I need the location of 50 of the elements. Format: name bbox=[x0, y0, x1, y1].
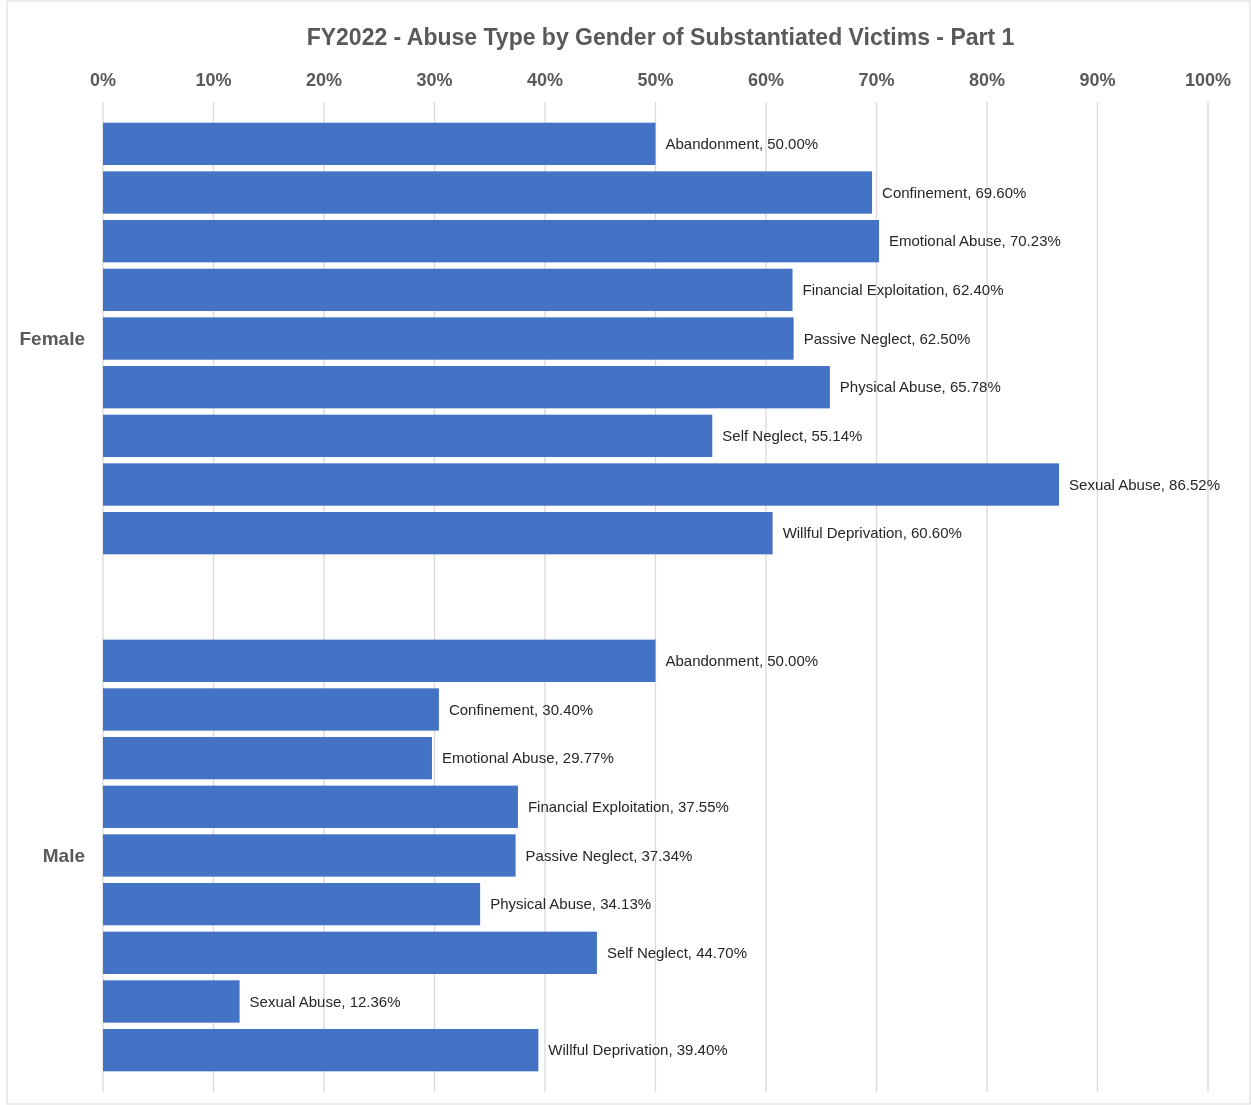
x-tick-label: 40% bbox=[526, 70, 564, 90]
bar bbox=[103, 736, 432, 780]
bar bbox=[103, 931, 597, 974]
bar bbox=[103, 834, 516, 877]
data-label: Self Neglect, 55.14% bbox=[722, 427, 863, 445]
bar bbox=[103, 980, 240, 1023]
x-tick-label: 0% bbox=[89, 70, 117, 90]
data-label: Passive Neglect, 37.34% bbox=[525, 846, 693, 864]
x-tick-label: 100% bbox=[1184, 70, 1232, 90]
y-tick-label: Male bbox=[42, 845, 85, 867]
x-tick-label: 20% bbox=[305, 70, 343, 90]
x-tick-label: 30% bbox=[416, 70, 453, 90]
bar bbox=[103, 122, 656, 166]
data-label: Confinement, 69.60% bbox=[882, 183, 1027, 201]
data-label: Passive Neglect, 62.50% bbox=[803, 329, 971, 347]
bar bbox=[103, 639, 656, 682]
bar bbox=[103, 268, 793, 312]
bar bbox=[103, 171, 873, 214]
bar bbox=[103, 785, 518, 828]
bar bbox=[103, 414, 713, 458]
x-tick-label: 70% bbox=[858, 70, 895, 90]
data-label: Willful Deprivation, 60.60% bbox=[782, 524, 962, 542]
chart-title: FY2022 - Abuse Type by Gender of Substantiated Victims - Part 1 bbox=[306, 24, 1015, 50]
data-label: Sexual Abuse, 12.36% bbox=[249, 992, 401, 1010]
data-label: Abandonment, 50.00% bbox=[665, 652, 819, 670]
data-label: Abandonment, 50.00% bbox=[665, 135, 819, 153]
x-tick-label: 80% bbox=[968, 70, 1006, 90]
x-tick-label: 50% bbox=[637, 70, 674, 90]
x-tick-label: 10% bbox=[195, 70, 232, 90]
data-label: Willful Deprivation, 39.40% bbox=[548, 1041, 728, 1059]
bar bbox=[103, 1028, 539, 1072]
data-label: Emotional Abuse, 70.23% bbox=[889, 232, 1061, 250]
bar bbox=[103, 882, 481, 926]
bar bbox=[103, 317, 794, 360]
y-tick-label: Female bbox=[19, 328, 85, 350]
data-label: Physical Abuse, 65.78% bbox=[839, 378, 1001, 396]
data-label: Confinement, 30.40% bbox=[448, 700, 594, 718]
x-tick-label: 60% bbox=[747, 70, 785, 90]
x-tick-label: 90% bbox=[1079, 70, 1116, 90]
data-label: Financial Exploitation, 62.40% bbox=[802, 281, 1004, 299]
data-label: Sexual Abuse, 86.52% bbox=[1069, 475, 1220, 493]
data-label: Financial Exploitation, 37.55% bbox=[527, 798, 729, 816]
bar bbox=[103, 463, 1060, 506]
bar bbox=[103, 220, 880, 263]
bar bbox=[103, 366, 830, 409]
data-label: Emotional Abuse, 29.77% bbox=[441, 749, 614, 767]
data-label: Physical Abuse, 34.13% bbox=[490, 895, 652, 913]
bar bbox=[103, 512, 773, 555]
bar bbox=[103, 688, 439, 731]
data-label: Self Neglect, 44.70% bbox=[606, 944, 748, 962]
